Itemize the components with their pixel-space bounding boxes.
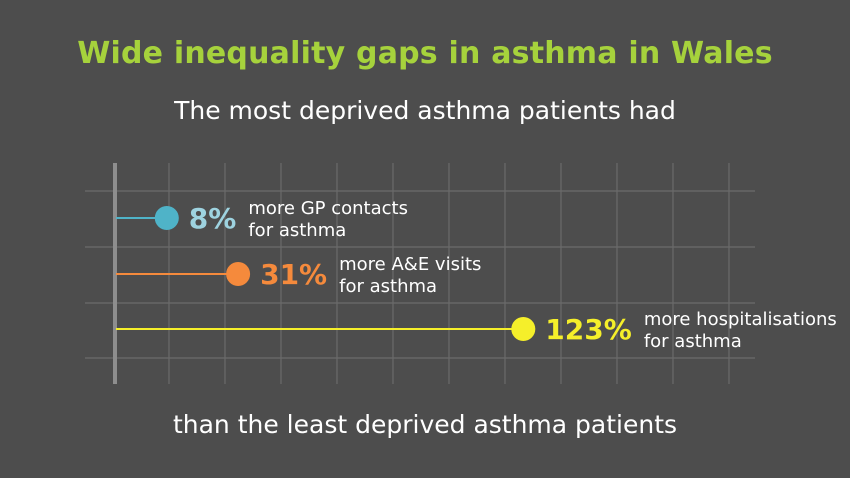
grid-lines (85, 163, 755, 384)
description-line2-2: for asthma (644, 331, 742, 352)
data-label-1: 31% (260, 258, 327, 291)
data-label-0: 8% (189, 202, 237, 235)
description-line1-1: more A&E visits (339, 254, 481, 275)
description-line1-0: more GP contacts (248, 198, 408, 219)
point-2 (511, 317, 536, 341)
y-axis (113, 163, 117, 384)
chart-subtitle: The most deprived asthma patients had (174, 96, 676, 125)
point-1 (226, 262, 251, 286)
description-line2-0: for asthma (248, 220, 346, 241)
description-line2-1: for asthma (339, 276, 437, 297)
data-label-2: 123% (545, 313, 632, 346)
description-line1-2: more hospitalisations (644, 309, 837, 330)
chart-title: Wide inequality gaps in asthma in Wales (77, 36, 773, 71)
chart-footer: than the least deprived asthma patients (172, 410, 678, 439)
point-0 (154, 206, 179, 230)
